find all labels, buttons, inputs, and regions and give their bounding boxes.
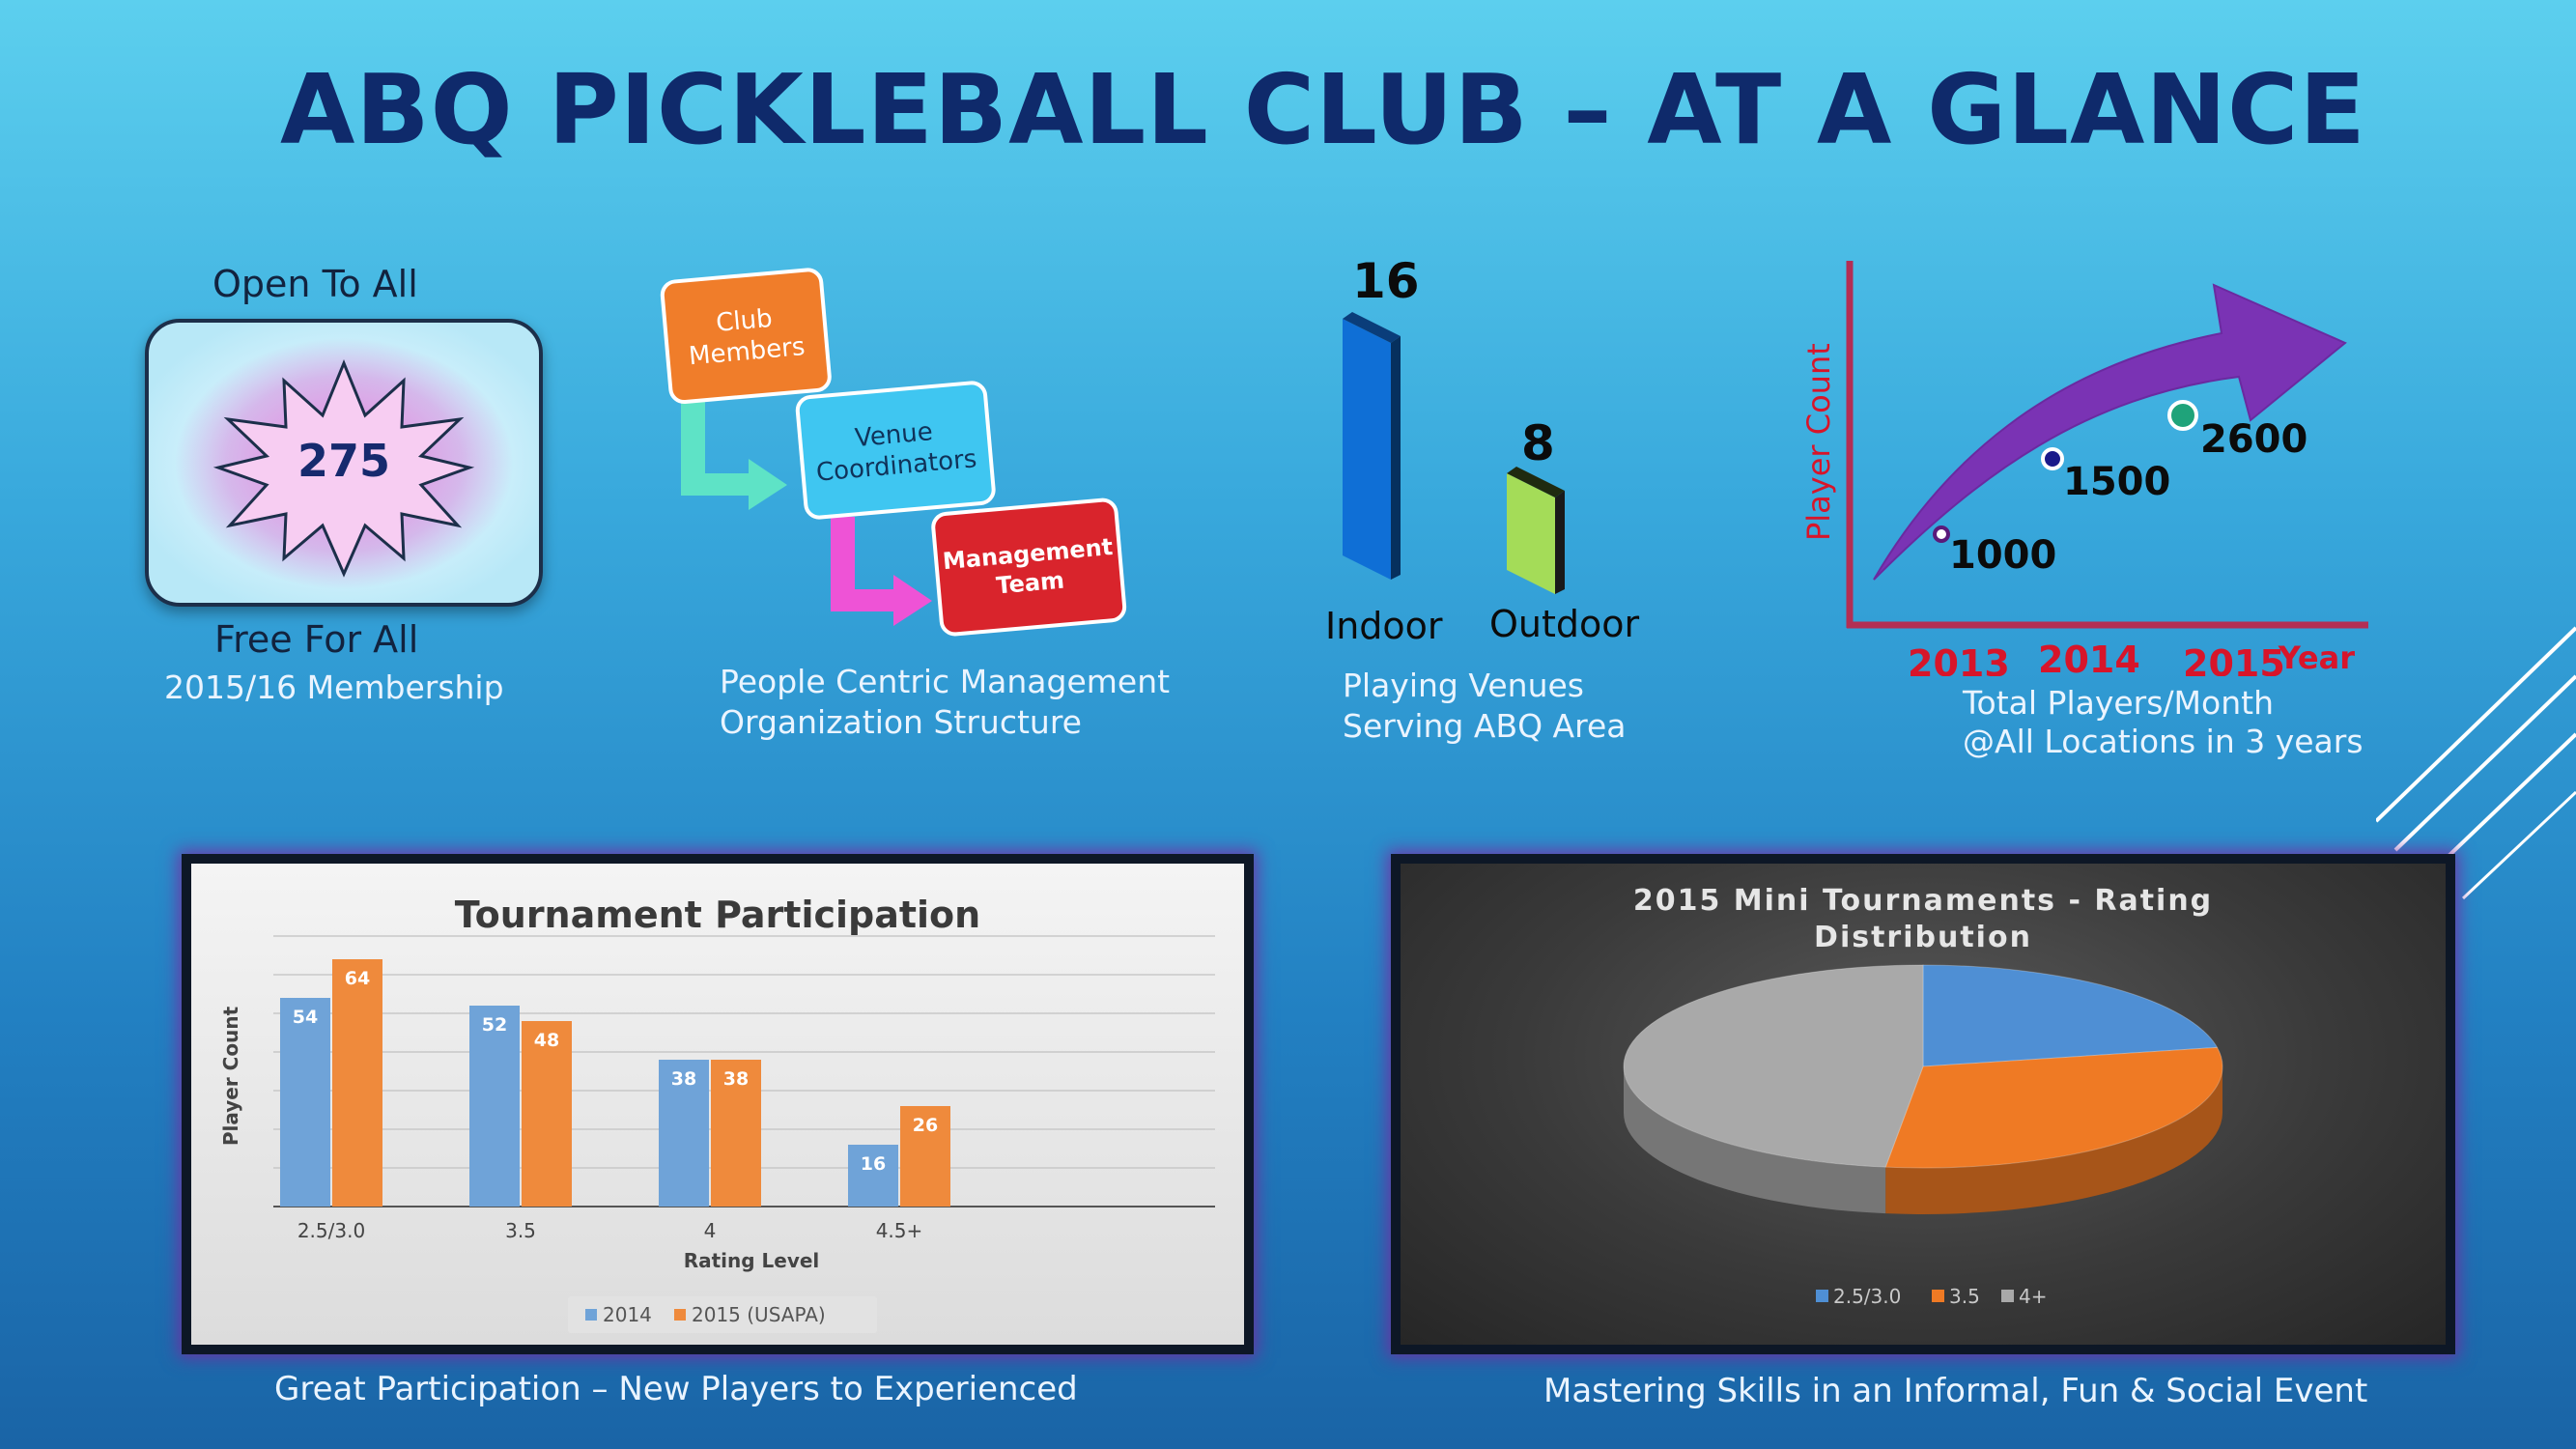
bar-chart-title: Tournament Participation (455, 894, 980, 936)
point-label-1500: 1500 (2063, 460, 2170, 504)
growth-caption-1: Total Players/Month (1963, 684, 2274, 722)
growth-xlabel: Year (2278, 639, 2356, 676)
venues-caption-1: Playing Venues (1343, 667, 1584, 704)
bar-4.5+-2015 (USAPA) (900, 1106, 950, 1207)
pie-chart-title-1: 2015 Mini Tournaments - Rating (1633, 884, 2213, 918)
bar-legend-entry: 2015 (USAPA) (692, 1303, 826, 1326)
org-box2-line1: Venue (854, 417, 934, 453)
pie-legend-swatch (1816, 1290, 1828, 1302)
bar-tick-label: 2.5/3.0 (297, 1219, 365, 1242)
venues-caption-2: Serving ABQ Area (1343, 707, 1627, 745)
outdoor-label: Outdoor (1489, 603, 1640, 645)
bar-3.5-2015 (USAPA) (522, 1021, 572, 1207)
bar-2.5/3.0-2014 (280, 998, 330, 1207)
bar-data-label: 64 (345, 968, 370, 989)
point-label-2600: 2600 (2200, 417, 2307, 462)
starburst-icon (175, 338, 513, 589)
pie-side-3.5 (1885, 1066, 2222, 1214)
bar-data-label: 54 (293, 1007, 318, 1028)
indoor-value: 16 (1352, 253, 1420, 309)
pie-slice-4+ (1623, 964, 1924, 1168)
pie-legend-swatch (2001, 1290, 2014, 1302)
indoor-label: Indoor (1325, 605, 1443, 647)
pie-chart-title-2: Distribution (1814, 921, 2032, 954)
membership-bottom-label: Free For All (214, 618, 419, 661)
membership-count: 275 (297, 435, 391, 487)
pie-legend-entry: 2.5/3.0 (1833, 1285, 1901, 1308)
pie-side-4+ (1624, 1066, 1886, 1214)
legend-swatch (674, 1309, 686, 1321)
bar-legend-box (568, 1296, 877, 1333)
org-box1-line1: Club (715, 304, 774, 338)
bar-data-label: 26 (913, 1115, 938, 1136)
membership-box: 275 (145, 319, 543, 607)
bar-data-label: 48 (534, 1030, 559, 1051)
bar-data-label: 16 (861, 1153, 886, 1175)
bar-tick-label: 4.5+ (876, 1219, 923, 1242)
org-caption-1: People Centric Management (720, 663, 1171, 700)
bar-tick-label: 4 (704, 1219, 717, 1242)
point-2015 (2167, 400, 2198, 431)
pie-chart-frame: 2015 Mini Tournaments - Rating Distribut… (1391, 854, 2455, 1354)
page-title: ABQ PICKLEBALL CLUB – AT A GLANCE (280, 53, 2366, 166)
growth-arrow-icon (1873, 283, 2347, 581)
bar-legend-entry: 2014 (603, 1303, 652, 1326)
org-box3-line2: Team (995, 566, 1065, 599)
point-2014 (2041, 447, 2064, 470)
year-2014: 2014 (2038, 639, 2140, 676)
pie-slice-2.5/3.0 (1922, 964, 2219, 1067)
bar-chart-frame: Tournament Participation 54 64 2.5/3.0 52 48… (182, 854, 1254, 1354)
point-label-1000: 1000 (1949, 533, 2056, 578)
bar-chart-caption: Great Participation – New Players to Exp… (274, 1370, 1078, 1408)
bar-data-label: 38 (671, 1068, 696, 1090)
year-2015: 2015 (2183, 642, 2285, 676)
bar-4-2014 (659, 1060, 709, 1207)
bar-2.5/3.0-2015 (USAPA) (332, 959, 382, 1207)
year-2013: 2013 (1908, 642, 2010, 676)
org-structure-diagram: Club Members Venue Coordinators Manageme… (660, 268, 1127, 637)
bar-tick-label: 3.5 (505, 1219, 536, 1242)
arrow-2-icon (831, 517, 932, 626)
bar-chart: Tournament Participation 54 64 2.5/3.0 52 48… (219, 894, 1215, 1333)
pie-slice-3.5 (1884, 1046, 2223, 1169)
bar-chart-ylabel: Player Count (219, 1006, 242, 1146)
bar-3.5-2014 (469, 1006, 520, 1207)
growth-chart: Player Count 1000 1500 2600 2013 2014 20… (1800, 261, 2368, 676)
bar-data-label: 52 (482, 1014, 507, 1036)
outdoor-value: 8 (1521, 415, 1555, 471)
org-caption-2: Organization Structure (720, 703, 1082, 741)
membership-top-label: Open To All (212, 263, 418, 305)
bar-data-label: 38 (723, 1068, 749, 1090)
indoor-bar (1343, 319, 1391, 580)
point-2013 (1933, 526, 1950, 543)
growth-ylabel: Player Count (1800, 343, 1837, 541)
growth-caption-2: @All Locations in 3 years (1963, 723, 2364, 760)
pie-legend-entry: 3.5 (1949, 1285, 1980, 1308)
bar-4.5+-2014 (848, 1145, 898, 1207)
membership-caption: 2015/16 Membership (164, 668, 504, 706)
pie-legend-entry: 4+ (2019, 1285, 2047, 1308)
arrow-1-icon (681, 401, 787, 510)
bar-4-2015 (USAPA) (711, 1060, 761, 1207)
pie-chart: 2015 Mini Tournaments - Rating Distribut… (1623, 884, 2223, 1308)
pie-legend-swatch (1932, 1290, 1944, 1302)
bar-chart-xlabel: Rating Level (684, 1249, 820, 1272)
legend-swatch (585, 1309, 597, 1321)
venue-bars (1343, 312, 1565, 594)
outdoor-bar (1507, 473, 1555, 594)
pie-chart-caption: Mastering Skills in an Informal, Fun & S… (1543, 1372, 2368, 1410)
